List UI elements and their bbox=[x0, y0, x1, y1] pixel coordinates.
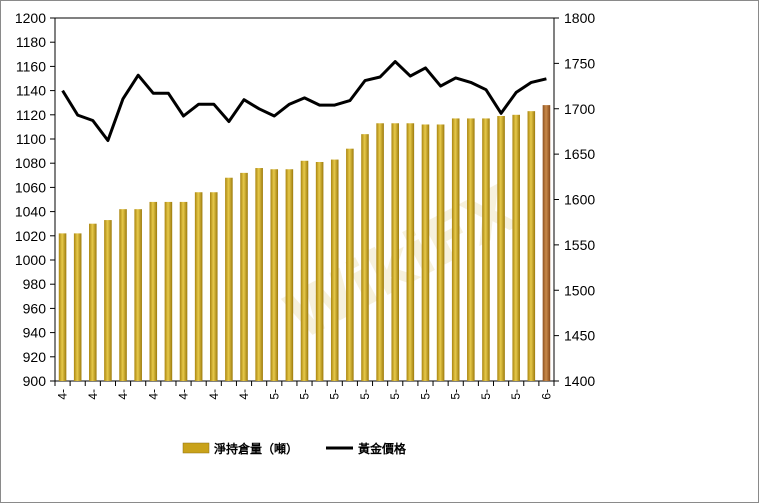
right-tick-label: 1750 bbox=[564, 55, 595, 71]
right-y-axis: 1400 1450 1500 1550 1600 1650 1700 1750 1800 bbox=[554, 10, 595, 389]
bar bbox=[315, 161, 324, 381]
bar bbox=[194, 192, 203, 381]
x-tick-label: 4- bbox=[116, 389, 130, 400]
x-axis: 4- 4- 4- 4- 4- 4- 4- 5- 5- 5- 5- 5- 5- 5- 5- 5- 6- bbox=[54, 381, 555, 400]
x-tick-label: 4- bbox=[146, 389, 160, 400]
right-tick-label: 1600 bbox=[564, 192, 595, 208]
bar bbox=[285, 169, 294, 381]
price-line bbox=[61, 60, 547, 142]
left-tick-label: 1200 bbox=[15, 10, 46, 26]
left-tick-label: 1120 bbox=[16, 107, 46, 123]
left-y-axis: 900 920 940 960 980 1000 1020 1040 1060 1080 1100 1… bbox=[15, 10, 55, 389]
left-tick-label: 1160 bbox=[16, 58, 46, 74]
watermark-text: WikiFX bbox=[274, 172, 530, 355]
bar bbox=[421, 124, 430, 381]
bar bbox=[376, 123, 384, 382]
x-tick-label: 5- bbox=[328, 389, 342, 400]
bar bbox=[467, 118, 475, 382]
bar bbox=[300, 160, 309, 381]
right-tick-label: 1400 bbox=[564, 373, 595, 389]
bar bbox=[482, 118, 490, 382]
bar bbox=[209, 192, 218, 381]
x-tick-label: 5- bbox=[388, 389, 402, 400]
legend-swatch-bars bbox=[182, 442, 210, 454]
x-tick-label: 5- bbox=[358, 389, 372, 400]
right-tick-label: 1500 bbox=[564, 282, 595, 298]
legend-label-line: 黃金價格 bbox=[357, 441, 407, 456]
left-tick-label: 1080 bbox=[15, 155, 46, 171]
bar bbox=[270, 169, 279, 381]
bar bbox=[134, 209, 142, 381]
left-tick-label: 920 bbox=[23, 349, 47, 365]
bar bbox=[89, 223, 97, 381]
x-tick-label: 5- bbox=[479, 389, 493, 400]
left-tick-label: 1180 bbox=[16, 34, 46, 50]
watermark-logo: WikiFX bbox=[274, 172, 530, 355]
left-tick-label: 940 bbox=[23, 325, 47, 341]
bar bbox=[73, 233, 82, 381]
x-tick-label: 4- bbox=[177, 389, 191, 400]
right-tick-label: 1450 bbox=[564, 328, 595, 344]
right-tick-label: 1800 bbox=[564, 10, 595, 26]
left-tick-label: 1000 bbox=[15, 252, 46, 268]
bar bbox=[406, 123, 415, 382]
right-tick-label: 1700 bbox=[564, 101, 595, 117]
x-tick-label: 5- bbox=[298, 389, 312, 400]
bar bbox=[58, 233, 67, 381]
bar bbox=[451, 118, 460, 382]
bar bbox=[330, 159, 339, 381]
bar bbox=[512, 114, 520, 382]
x-tick-label: 5- bbox=[449, 389, 463, 400]
left-tick-label: 1140 bbox=[16, 83, 46, 99]
bar bbox=[255, 168, 263, 381]
legend-label-bars: 淨持倉量（噸） bbox=[213, 441, 298, 456]
bar bbox=[527, 111, 536, 382]
plot-area bbox=[54, 17, 555, 382]
bar bbox=[542, 105, 551, 382]
left-tick-label: 1020 bbox=[15, 228, 46, 244]
x-tick-label: 4- bbox=[86, 389, 100, 400]
right-tick-label: 1650 bbox=[564, 146, 595, 162]
x-tick-label: 5- bbox=[509, 389, 523, 400]
left-tick-label: 1100 bbox=[16, 131, 46, 147]
x-tick-label: 5- bbox=[419, 389, 433, 400]
bar bbox=[149, 201, 158, 381]
legend: 淨持倉量（噸） 黃金價格 bbox=[182, 441, 407, 456]
bar bbox=[119, 209, 127, 381]
bar bbox=[346, 148, 354, 381]
bar bbox=[240, 172, 248, 381]
left-tick-label: 1040 bbox=[15, 204, 46, 220]
x-tick-label: 4- bbox=[207, 389, 221, 400]
left-tick-label: 980 bbox=[23, 276, 47, 292]
bar bbox=[225, 177, 233, 381]
left-tick-label: 900 bbox=[23, 373, 47, 389]
bar bbox=[164, 201, 173, 381]
bar bbox=[391, 123, 400, 382]
left-tick-label: 1060 bbox=[15, 179, 46, 195]
right-tick-label: 1550 bbox=[564, 237, 595, 253]
x-tick-label: 4- bbox=[237, 389, 251, 400]
bar bbox=[436, 124, 445, 381]
left-tick-label: 960 bbox=[23, 300, 47, 316]
x-tick-label: 5- bbox=[267, 389, 281, 400]
bar bbox=[104, 220, 112, 381]
bar bbox=[361, 134, 369, 381]
bar bbox=[179, 201, 188, 381]
x-tick-label: 4- bbox=[56, 389, 70, 400]
bar bbox=[497, 116, 505, 381]
x-tick-label: 6- bbox=[539, 389, 553, 400]
